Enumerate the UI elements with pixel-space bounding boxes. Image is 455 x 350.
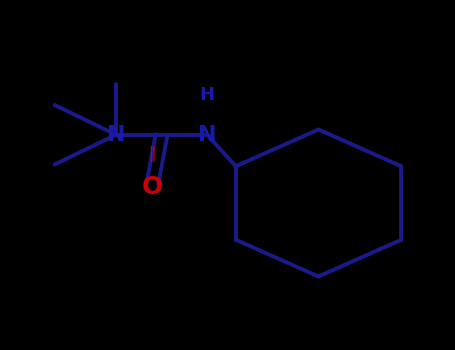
Text: N: N bbox=[198, 125, 216, 145]
Text: H: H bbox=[200, 85, 214, 104]
Text: O: O bbox=[142, 175, 163, 199]
Text: N: N bbox=[107, 125, 125, 145]
Text: ‖: ‖ bbox=[149, 146, 156, 162]
